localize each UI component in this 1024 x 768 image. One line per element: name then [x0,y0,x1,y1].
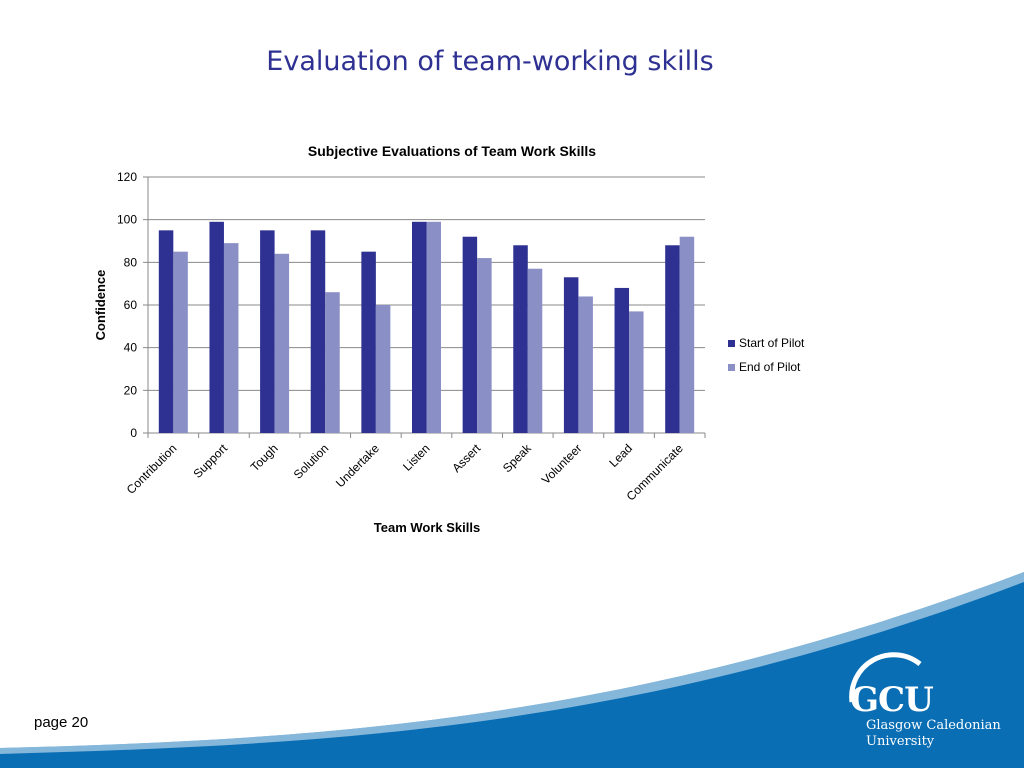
bar-end-lead [629,311,644,433]
x-tick-label: Undertake [333,441,382,490]
footer-wave [0,572,1024,768]
y-axis-label: Confidence [93,270,108,341]
bars [158,221,695,433]
y-tick-label: 120 [117,170,137,184]
bar-start-speak [513,245,528,433]
x-tick-label: Solution [291,441,332,482]
bar-start-communicate [665,245,680,433]
legend-swatch [728,340,735,347]
logo-line1: Glasgow Caledonian [866,718,1001,733]
y-tick-label: 100 [117,213,137,227]
x-tick-label: Assert [449,441,483,475]
bar-end-tough [274,253,290,433]
x-axis-label: Team Work Skills [374,520,480,535]
bar-end-solution [325,292,340,433]
bar-end-listen [426,221,441,433]
legend: Start of Pilot End of Pilot [728,336,805,374]
bar-start-undertake [361,251,376,433]
x-tick-label: Lead [606,441,635,470]
bar-end-communicate [679,236,695,433]
bar-start-lead [614,287,630,433]
x-tick-label: Support [190,441,230,481]
bar-start-volunteer [563,277,579,433]
logo-name: Glasgow Caledonian University [866,718,1001,750]
legend-swatch [728,364,735,371]
legend-label: Start of Pilot [739,336,805,350]
bar-start-contribution [158,230,174,433]
bar-start-support [209,221,224,433]
bar-end-speak [527,268,543,433]
chart-title: Subjective Evaluations of Team Work Skil… [308,143,596,159]
bar-start-assert [462,236,478,433]
x-tick-label: Contribution [124,441,180,497]
x-tick-label: Volunteer [539,441,585,487]
x-tick-label: Tough [248,441,281,474]
x-tick-label: Listen [400,441,433,474]
bar-start-listen [412,221,427,433]
footer-wave-blue [0,572,1024,768]
y-tick-label: 20 [124,383,138,397]
y-tick-label: 0 [130,426,137,440]
logo-line2: University [866,734,935,749]
bar-end-contribution [173,251,188,433]
logo-short: GCU [850,680,934,720]
slide-title: Evaluation of team-working skills [266,46,714,77]
bar-end-assert [477,258,492,433]
y-tick-label: 40 [124,341,138,355]
y-tick-labels: 0 20 40 60 80 100 120 [117,170,137,440]
university-logo: GCU Glasgow Caledonian University [830,650,1020,755]
bar-start-solution [310,230,326,433]
page-number: page 20 [34,714,89,731]
bar-end-undertake [375,305,391,433]
y-tick-label: 80 [124,255,138,269]
logo-arc-icon [849,652,922,703]
bar-end-volunteer [578,296,593,433]
x-tick-labels: Contribution Support Tough Solution Undertak… [124,441,686,504]
bar-end-support [223,243,239,433]
bar-start-tough [260,230,275,433]
x-tick-label: Speak [500,441,535,476]
y-tick-label: 60 [124,298,138,312]
legend-label: End of Pilot [739,360,801,374]
